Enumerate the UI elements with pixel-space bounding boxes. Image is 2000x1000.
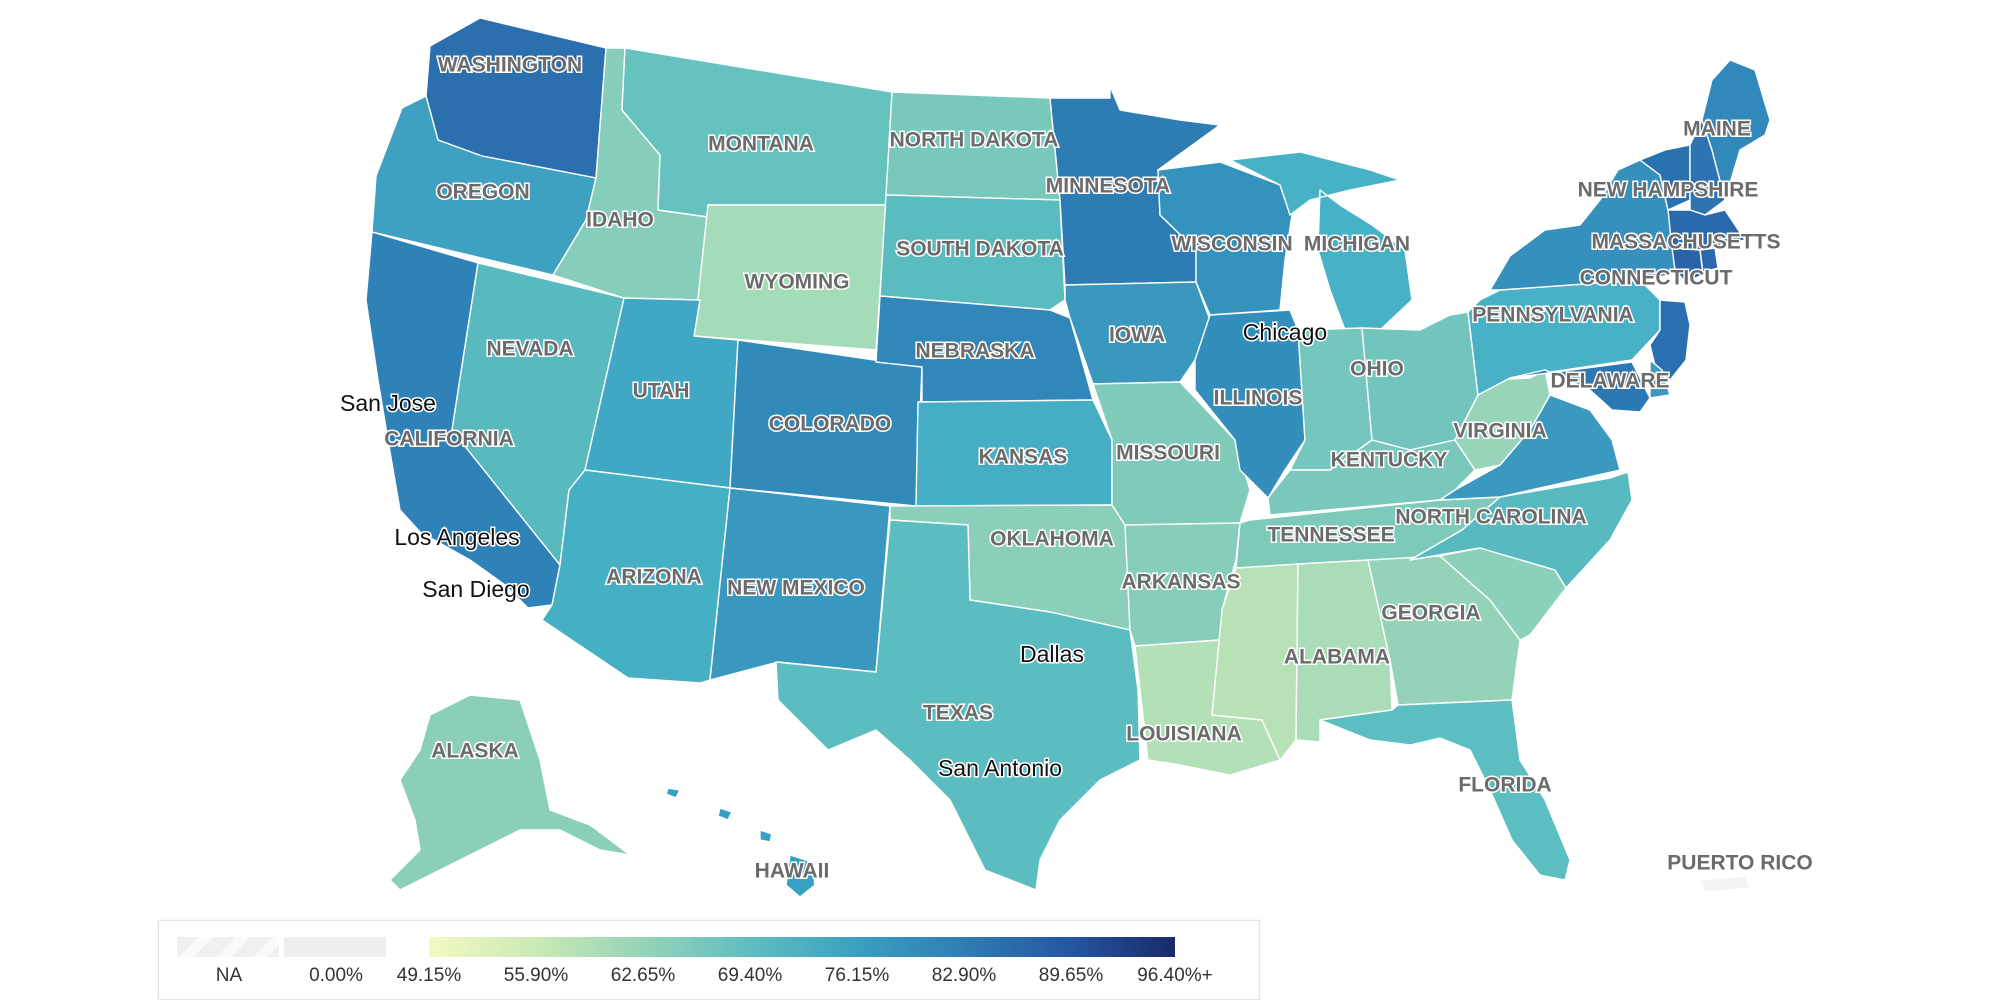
state-label-north-carolina: NORTH CAROLINA: [1395, 506, 1586, 529]
state-label-oklahoma: OKLAHOMA: [990, 528, 1114, 551]
legend-swatch-bin-5: [857, 937, 964, 957]
state-label-texas: TEXAS: [923, 702, 993, 725]
state-label-kansas: KANSAS: [979, 446, 1068, 469]
state-label-nebraska: NEBRASKA: [915, 340, 1034, 363]
state-label-nevada: NEVADA: [486, 338, 573, 361]
state-label-ohio: OHIO: [1350, 358, 1404, 381]
state-label-new-hampshire: NEW HAMPSHIRE: [1578, 179, 1759, 202]
legend-label-7: 89.65%: [1038, 965, 1104, 986]
legend-label-na: NA: [215, 965, 243, 986]
state-delaware[interactable]: [1649, 359, 1671, 399]
state-label-puerto-rico: PUERTO RICO: [1667, 852, 1812, 875]
city-labels: San Jose Los Angeles San Diego Dallas Sa…: [339, 318, 1329, 783]
state-alaska[interactable]: [389, 694, 631, 891]
state-label-california: CALIFORNIA: [384, 428, 514, 451]
state-label-oregon: OREGON: [436, 181, 529, 204]
state-label-wyoming: WYOMING: [745, 271, 850, 294]
city-label-san-jose: San Jose: [340, 390, 436, 416]
legend-label-1: 49.15%: [396, 965, 462, 986]
legend-swatch-bin-7: [1071, 937, 1175, 957]
state-label-louisiana: LOUISIANA: [1126, 723, 1242, 746]
state-label-delaware: DELAWARE: [1550, 370, 1669, 393]
city-label-dallas: Dallas: [1020, 641, 1084, 667]
state-label-new-mexico: NEW MEXICO: [727, 577, 865, 600]
state-label-utah: UTAH: [633, 380, 690, 403]
state-labels: WASHINGTON OREGON CALIFORNIA NEVADA IDAH…: [383, 52, 1814, 884]
state-label-minnesota: MINNESOTA: [1046, 175, 1170, 198]
state-texas[interactable]: [775, 519, 1141, 891]
legend-label-8: 96.40%+: [1137, 965, 1213, 986]
city-label-los-angeles: Los Angeles: [394, 524, 519, 550]
city-label-san-antonio: San Antonio: [938, 755, 1062, 781]
city-label-san-diego: San Diego: [422, 576, 529, 602]
state-label-montana: MONTANA: [708, 133, 814, 156]
legend-label-zero: 0.00%: [309, 965, 363, 986]
legend-label-2: 55.90%: [503, 965, 569, 986]
state-maryland[interactable]: [1509, 361, 1651, 413]
state-label-florida: FLORIDA: [1458, 774, 1551, 797]
city-label-chicago: Chicago: [1243, 319, 1327, 345]
state-label-washington: WASHINGTON: [438, 54, 582, 77]
state-label-idaho: IDAHO: [586, 209, 654, 232]
state-florida[interactable]: [1319, 699, 1571, 881]
state-label-kentucky: KENTUCKY: [1331, 449, 1448, 472]
legend-swatch-bin-1: [429, 937, 536, 957]
state-label-alabama: ALABAMA: [1284, 646, 1390, 669]
state-michigan[interactable]: [1229, 151, 1413, 331]
state-label-north-dakota: NORTH DAKOTA: [890, 129, 1059, 152]
state-label-tennessee: TENNESSEE: [1267, 524, 1394, 547]
state-label-hawaii: HAWAII: [755, 860, 830, 883]
state-label-wisconsin: WISCONSIN: [1171, 233, 1292, 256]
state-connecticut[interactable]: [1671, 247, 1704, 283]
state-label-arkansas: ARKANSAS: [1121, 571, 1240, 594]
state-label-connecticut: CONNECTICUT: [1580, 267, 1733, 290]
legend-label-6: 82.90%: [931, 965, 997, 986]
state-south-dakota[interactable]: [879, 194, 1066, 311]
state-label-alaska: ALASKA: [431, 740, 519, 763]
state-north-carolina[interactable]: [1409, 471, 1633, 589]
legend-label-5: 76.15%: [824, 965, 890, 986]
state-label-michigan: MICHIGAN: [1304, 233, 1410, 256]
state-wyoming[interactable]: [693, 204, 887, 351]
state-label-massachusetts: MASSACHUSETTS: [1591, 231, 1780, 254]
color-legend: NA 0.00% 49.15% 55.90% 62.65% 69.40% 76.…: [158, 920, 1260, 1000]
legend-swatch-zero: [284, 937, 386, 957]
state-label-georgia: GEORGIA: [1381, 602, 1480, 625]
legend-swatch-bin-4: [750, 937, 857, 957]
state-label-arizona: ARIZONA: [606, 566, 702, 589]
state-label-virginia: VIRGINIA: [1453, 420, 1546, 443]
state-maine[interactable]: [1701, 59, 1771, 201]
state-label-south-dakota: SOUTH DAKOTA: [896, 238, 1064, 261]
state-label-missouri: MISSOURI: [1116, 442, 1220, 465]
state-label-illinois: ILLINOIS: [1214, 387, 1303, 410]
state-label-pennsylvania: PENNSYLVANIA: [1472, 304, 1633, 327]
state-label-colorado: COLORADO: [769, 413, 892, 436]
territory-puerto-rico[interactable]: [1699, 875, 1751, 893]
state-rhode-island[interactable]: [1699, 247, 1719, 273]
legend-swatch-bin-6: [964, 937, 1071, 957]
state-hawaii[interactable]: [665, 787, 816, 898]
legend-swatch-na: [177, 937, 279, 957]
state-label-maine: MAINE: [1683, 118, 1751, 141]
legend-label-4: 69.40%: [717, 965, 783, 986]
legend-label-3: 62.65%: [610, 965, 676, 986]
legend-swatch-bin-2: [536, 937, 643, 957]
state-new-jersey[interactable]: [1649, 299, 1691, 381]
legend-swatch-bin-3: [643, 937, 750, 957]
state-label-iowa: IOWA: [1109, 324, 1165, 347]
